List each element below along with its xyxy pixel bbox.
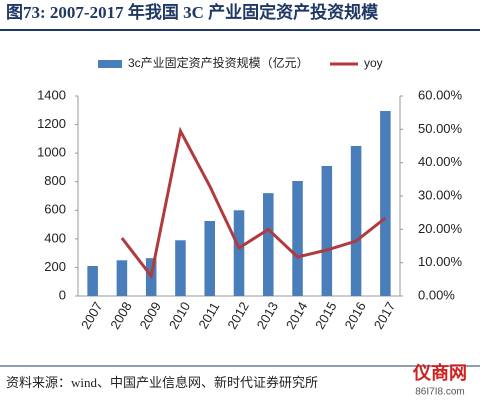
chart-title: 图73: 2007-2017 年我国 3C 产业固定资产投资规模: [6, 2, 379, 22]
y-tick-label: 0: [59, 287, 66, 302]
x-tick-label: 2014: [283, 299, 310, 332]
legend-swatch: [98, 60, 122, 68]
bar: [263, 193, 274, 296]
x-tick-label: 2013: [254, 299, 281, 332]
x-tick-label: 2016: [341, 299, 368, 332]
y-tick-label: 800: [44, 173, 66, 188]
bar: [350, 146, 362, 296]
x-tick-label: 2012: [224, 299, 251, 332]
x-tick-label: 2017: [371, 299, 398, 332]
bar: [175, 240, 186, 296]
bar: [380, 111, 391, 296]
bar: [116, 260, 128, 296]
y-tick-label: 1400: [37, 87, 66, 102]
y-tick-label: 600: [44, 202, 66, 217]
x-tick-label: 2007: [78, 299, 105, 332]
bar: [204, 221, 215, 296]
y2-tick-label: 50.00%: [418, 121, 463, 136]
y-tick-label: 200: [44, 259, 66, 274]
x-tick-label: 2009: [137, 299, 164, 332]
y2-tick-label: 10.00%: [418, 254, 463, 269]
bar: [233, 210, 245, 296]
bar: [87, 266, 98, 296]
y2-tick-label: 20.00%: [418, 221, 463, 236]
x-tick-label: 2008: [107, 299, 134, 332]
x-tick-label: 2010: [166, 299, 193, 332]
y-tick-label: 1200: [37, 116, 66, 131]
line: [120, 126, 387, 280]
y2-tick-label: 0.00%: [418, 287, 455, 302]
legend-label: 3c产业固定资产投资规模（亿元）: [128, 55, 309, 70]
x-tick-label: 2011: [195, 300, 222, 332]
y-tick-label: 1000: [37, 145, 66, 160]
watermark: 仪商网: [412, 362, 467, 383]
watermark-url: 86I7I8.com: [415, 387, 464, 398]
y2-tick-label: 60.00%: [418, 87, 463, 102]
bar: [321, 166, 333, 296]
y2-tick-label: 40.00%: [418, 154, 463, 169]
bar: [292, 181, 303, 296]
y-tick-label: 400: [44, 230, 66, 245]
source: 资料来源：wind、中国产业信息网、新时代证券研究所: [6, 375, 318, 390]
y2-tick-label: 30.00%: [418, 187, 463, 202]
legend-label: yoy: [364, 56, 383, 70]
x-tick-label: 2015: [312, 299, 339, 332]
